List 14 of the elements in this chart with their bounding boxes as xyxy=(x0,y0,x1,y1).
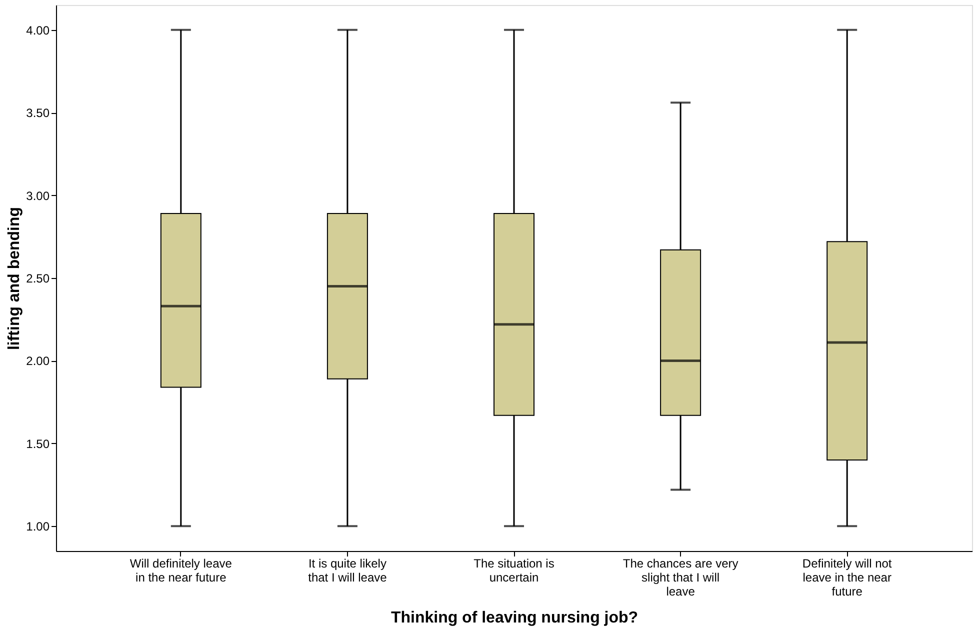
y-tick-label: 2.00 xyxy=(26,354,50,368)
y-tick-label: 4.00 xyxy=(26,23,50,38)
x-tick-label: The situation is uncertain xyxy=(474,556,554,584)
x-tick-label: Definitely will not leave in the near future xyxy=(802,556,892,598)
y-tick-label: 3.50 xyxy=(26,106,50,120)
y-tick-label: 3.00 xyxy=(26,188,50,203)
x-tick-label: The chances are very slight that I will leave xyxy=(622,556,738,598)
x-axis-title: Thinking of leaving nursing job? xyxy=(390,610,638,626)
y-tick-label: 1.50 xyxy=(26,436,50,451)
x-tick-label: Will definitely leave in the near future xyxy=(130,556,232,584)
y-tick-label: 1.00 xyxy=(26,520,50,534)
x-tick-label: It is quite likely that I will leave xyxy=(308,556,388,584)
y-tick-label: 2.50 xyxy=(26,272,50,286)
y-axis-title: lifting and bending xyxy=(6,206,24,350)
